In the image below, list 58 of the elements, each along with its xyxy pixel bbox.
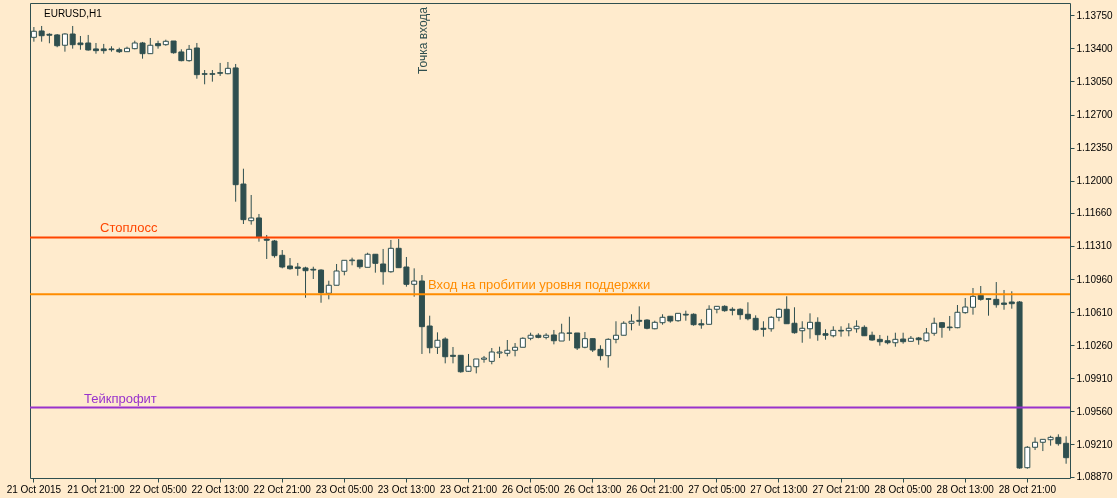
x-tick-label: 27 Oct 21:00 — [812, 483, 871, 495]
candlestick — [969, 287, 976, 316]
x-tick-label: 26 Oct 21:00 — [626, 483, 684, 495]
y-tick-label: 1.09910 — [1076, 372, 1114, 384]
candlestick — [449, 346, 456, 364]
x-tick-label: 27 Oct 13:00 — [750, 483, 809, 495]
x-tick-label: 27 Oct 05:00 — [688, 483, 746, 495]
y-tick-label: 1.08870 — [1076, 471, 1114, 483]
y-tick-label: 1.09560 — [1076, 405, 1114, 417]
x-tick-label: 23 Oct 13:00 — [377, 483, 436, 495]
candlestick — [1032, 436, 1039, 451]
x-tick-label: 28 Oct 05:00 — [874, 483, 933, 495]
x-tick-label: 23 Oct 21:00 — [439, 483, 498, 495]
y-tick-label: 1.10960 — [1076, 273, 1114, 285]
candlestick — [349, 257, 356, 266]
x-tick-label: 28 Oct 21:00 — [998, 483, 1057, 495]
y-tick-label: 1.13400 — [1076, 42, 1114, 54]
candlestick — [318, 268, 325, 304]
candlestick — [706, 304, 713, 325]
x-tick-label: 21 Oct 2015 — [6, 483, 62, 495]
candlestick — [387, 239, 394, 274]
y-tick-label: 1.10260 — [1076, 339, 1114, 351]
candlestick — [807, 312, 813, 340]
annotation: Точка входа — [416, 6, 430, 74]
candlestick — [744, 301, 751, 321]
candlestick — [838, 325, 845, 338]
ref-line-label: Стоплосс — [100, 220, 158, 236]
candlestick — [1001, 289, 1008, 311]
candlestick — [481, 355, 488, 364]
y-tick-label: 1.10610 — [1076, 306, 1114, 318]
y-tick-label: 1.11660 — [1076, 207, 1113, 219]
x-tick-label: 22 Oct 05:00 — [129, 483, 188, 495]
candlestick — [92, 42, 99, 55]
candlestick — [938, 321, 945, 339]
y-tick-label: 1.13750 — [1076, 9, 1114, 21]
ref-line-label: Тейкпрофит — [84, 390, 157, 406]
y-tick-label: 1.09210 — [1076, 438, 1114, 450]
x-tick-label: 22 Oct 21:00 — [253, 483, 312, 495]
y-tick-label: 1.13050 — [1076, 75, 1114, 87]
candlestick — [512, 342, 519, 357]
text: EURUSD,H1 — [44, 8, 103, 19]
x-tick-label: 22 Oct 13:00 — [191, 483, 250, 495]
x-tick-label: 21 Oct 21:00 — [67, 483, 126, 495]
candlestick — [612, 320, 619, 344]
y-tick-label: 1.12700 — [1076, 109, 1114, 121]
candlestick — [61, 32, 68, 53]
candlestick — [155, 40, 162, 50]
x-tick-label: 26 Oct 05:00 — [501, 483, 560, 495]
x-tick-label: 23 Oct 05:00 — [315, 483, 374, 495]
ref-line-label: Вход на пробитии уровня поддержки — [428, 277, 651, 293]
candlestick — [287, 257, 293, 271]
candlestick — [255, 213, 262, 243]
y-tick-label: 1.12350 — [1076, 142, 1114, 154]
y-tick-label: 1.11310 — [1076, 240, 1113, 252]
y-tick-label: 1.12000 — [1076, 175, 1114, 187]
candlestick — [224, 61, 231, 75]
x-tick-label: 28 Oct 13:00 — [936, 483, 995, 495]
x-tick-label: 26 Oct 13:00 — [564, 483, 622, 495]
